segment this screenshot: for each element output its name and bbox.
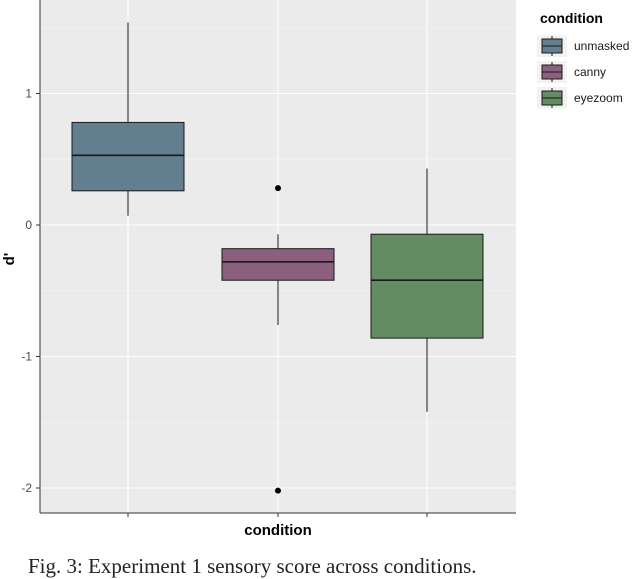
figure-caption: Fig. 3: Experiment 1 sensory score acros… bbox=[28, 554, 477, 578]
legend-item-unmasked: unmasked bbox=[537, 35, 629, 57]
legend-label: eyezoom bbox=[574, 91, 623, 105]
x-axis bbox=[40, 512, 516, 517]
y-tick-label: -2 bbox=[21, 481, 32, 495]
box-iqr bbox=[71, 121, 185, 192]
box-eyezoom bbox=[370, 168, 484, 412]
outlier-point bbox=[275, 185, 281, 192]
legend-item-eyezoom: eyezoom bbox=[537, 87, 623, 109]
x-axis-title: condition bbox=[244, 522, 312, 539]
outlier-point bbox=[275, 487, 281, 494]
legend: condition unmasked canny eyezoom bbox=[537, 10, 629, 109]
y-tick-label: 0 bbox=[25, 218, 32, 232]
legend-item-canny: canny bbox=[537, 61, 606, 83]
box-unmasked bbox=[71, 22, 185, 216]
box-iqr bbox=[370, 233, 484, 339]
boxes bbox=[71, 22, 484, 494]
legend-title: condition bbox=[540, 10, 603, 26]
y-axis: 1 0 -1 -2 bbox=[21, 0, 41, 513]
legend-label: canny bbox=[574, 65, 606, 79]
y-tick-label: 1 bbox=[25, 87, 32, 101]
legend-label: unmasked bbox=[574, 39, 629, 53]
box-iqr bbox=[221, 248, 335, 281]
box-canny bbox=[221, 185, 335, 494]
y-tick-label: -1 bbox=[21, 350, 32, 364]
y-axis-title: d' bbox=[1, 253, 18, 266]
